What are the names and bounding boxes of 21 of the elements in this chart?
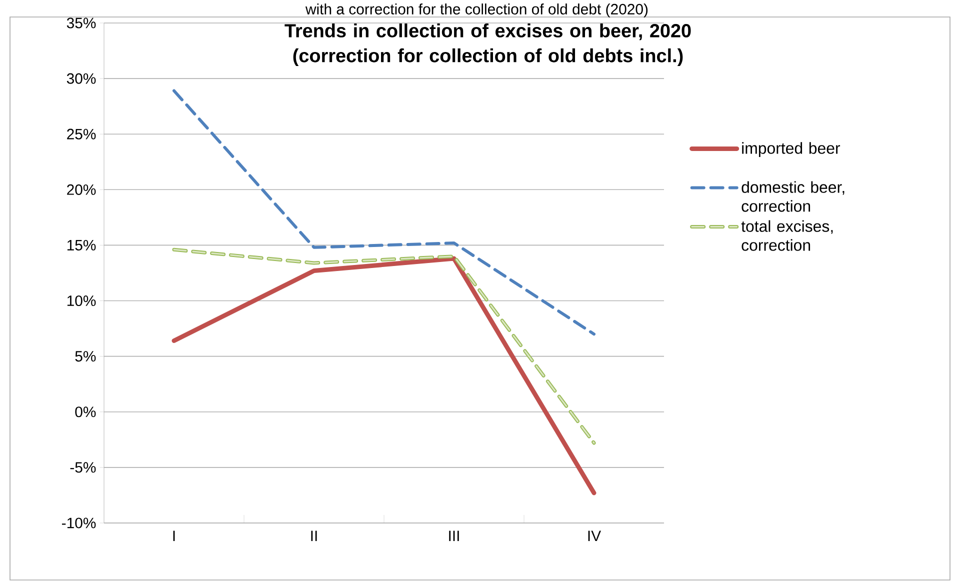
y-tick-label: 20% (67, 184, 96, 195)
y-tick-label: 10% (67, 295, 96, 306)
x-tick-label: I (173, 530, 175, 542)
x-tick-label: II (311, 530, 317, 542)
y-tick-label: 15% (67, 240, 96, 250)
y-tick-label: 25% (67, 128, 96, 140)
x-tick-label: III (449, 530, 459, 542)
y-tick-label: -10% (62, 518, 96, 528)
text: Trends in collection of excises on beer, 2020 (correction for collection of old debts incl.) (284, 24, 691, 66)
legend-label: total excises, correction (741, 220, 833, 251)
y-tick-label: 5% (75, 351, 96, 362)
line-series (172, 256, 596, 496)
legend-label: imported beer (742, 142, 840, 158)
y-tick-label: -5% (70, 462, 96, 473)
x-tick-label: IV (588, 530, 601, 542)
y-tick-label: 35% (66, 18, 96, 28)
y-tick-label: 30% (66, 73, 96, 84)
y-tick-label: 0% (75, 406, 96, 418)
chart-subtitle: with a correction for the collection of old debt (2020) (305, 4, 648, 18)
line-series (172, 248, 596, 445)
line-series (172, 89, 596, 336)
